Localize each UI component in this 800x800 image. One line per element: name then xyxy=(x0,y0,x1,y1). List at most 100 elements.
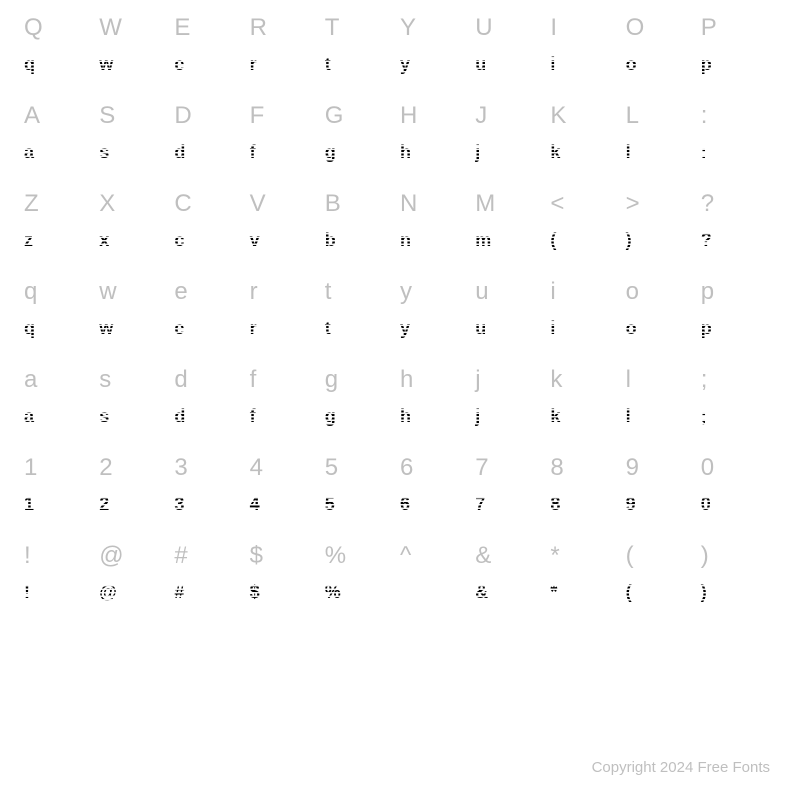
cell-glyph: 6 xyxy=(400,488,410,520)
charmap-cell: 77 xyxy=(475,448,550,536)
cell-label: M xyxy=(475,184,495,224)
glyph-character: p xyxy=(701,55,712,73)
glyph-character: # xyxy=(174,583,184,601)
cell-label: B xyxy=(325,184,341,224)
cell-glyph: u xyxy=(475,48,486,80)
charmap-cell: Qq xyxy=(24,8,99,96)
cell-glyph: q xyxy=(24,312,35,344)
charmap-cell: aa xyxy=(24,360,99,448)
cell-label: E xyxy=(174,8,190,48)
cell-glyph: a xyxy=(24,136,34,168)
glyph-character: a xyxy=(24,143,34,161)
cell-label: H xyxy=(400,96,417,136)
cell-glyph: 2 xyxy=(99,488,109,520)
cell-glyph: ? xyxy=(701,224,712,256)
cell-glyph: o xyxy=(626,312,637,344)
cell-glyph: 1 xyxy=(24,488,34,520)
charmap-cell: Oo xyxy=(626,8,701,96)
charmap-cell: !! xyxy=(24,536,99,624)
charmap-cell: qq xyxy=(24,272,99,360)
glyph-character: 0 xyxy=(701,495,711,513)
cell-glyph: b xyxy=(325,224,336,256)
glyph-character: l xyxy=(626,143,631,161)
cell-label: 2 xyxy=(99,448,112,488)
glyph-character: 5 xyxy=(325,495,335,513)
cell-label: & xyxy=(475,536,491,576)
charmap-cell: Dd xyxy=(174,96,249,184)
charmap-cell: uu xyxy=(475,272,550,360)
charmap-cell: Ll xyxy=(626,96,701,184)
cell-label: A xyxy=(24,96,40,136)
glyph-character: m xyxy=(475,231,491,249)
charmap-cell: )) xyxy=(701,536,776,624)
cell-label: L xyxy=(626,96,639,136)
cell-glyph: i xyxy=(550,48,555,80)
glyph-character: q xyxy=(24,319,35,337)
cell-glyph: ) xyxy=(626,224,632,256)
cell-label: k xyxy=(550,360,562,400)
glyph-character: w xyxy=(99,55,113,73)
charmap-cell: ss xyxy=(99,360,174,448)
charmap-cell: 66 xyxy=(400,448,475,536)
cell-label: 9 xyxy=(626,448,639,488)
cell-glyph: * xyxy=(550,576,557,608)
charmap-cell: :: xyxy=(701,96,776,184)
charmap-cell: kk xyxy=(550,360,625,448)
copyright-text: Copyright 2024 Free Fonts xyxy=(592,759,770,776)
cell-label: o xyxy=(626,272,639,312)
cell-glyph: g xyxy=(325,136,336,168)
glyph-character: f xyxy=(250,143,256,161)
cell-glyph: % xyxy=(325,576,341,608)
charmap-cell: Zz xyxy=(24,184,99,272)
charmap-cell: @@ xyxy=(99,536,174,624)
glyph-character: u xyxy=(475,55,486,73)
cell-label: q xyxy=(24,272,37,312)
glyph-character: k xyxy=(550,143,560,161)
glyph-character: ) xyxy=(701,583,707,601)
cell-glyph: l xyxy=(626,136,631,168)
cell-glyph: s xyxy=(99,400,109,432)
cell-glyph: y xyxy=(400,48,410,80)
glyph-character: i xyxy=(550,319,555,337)
cell-glyph: h xyxy=(400,136,411,168)
cell-glyph: l xyxy=(626,400,631,432)
glyph-character: j xyxy=(475,407,480,425)
charmap-cell: Nn xyxy=(400,184,475,272)
cell-glyph: g xyxy=(325,400,336,432)
cell-label: % xyxy=(325,536,346,576)
cell-label: h xyxy=(400,360,413,400)
cell-glyph: v xyxy=(250,224,260,256)
cell-glyph: e xyxy=(174,48,184,80)
glyph-character: ) xyxy=(626,231,632,249)
cell-label: : xyxy=(701,96,708,136)
cell-glyph: m xyxy=(475,224,491,256)
cell-label: R xyxy=(250,8,267,48)
charmap-cell: Pp xyxy=(701,8,776,96)
cell-glyph: 3 xyxy=(174,488,184,520)
cell-label: u xyxy=(475,272,488,312)
cell-glyph: ! xyxy=(24,576,30,608)
glyph-character: i xyxy=(550,55,555,73)
cell-label: $ xyxy=(250,536,263,576)
cell-glyph: n xyxy=(400,224,411,256)
cell-label: 4 xyxy=(250,448,263,488)
cell-glyph: 7 xyxy=(475,488,485,520)
cell-glyph: j xyxy=(475,400,480,432)
charmap-cell: ee xyxy=(174,272,249,360)
glyph-character: h xyxy=(400,407,411,425)
charmap-cell: Tt xyxy=(325,8,400,96)
glyph-character: 4 xyxy=(250,495,260,513)
glyph-character: r xyxy=(250,319,257,337)
cell-glyph: k xyxy=(550,400,560,432)
glyph-character: r xyxy=(250,55,257,73)
cell-glyph: t xyxy=(325,312,331,344)
cell-glyph: p xyxy=(701,48,712,80)
charmap-cell: 99 xyxy=(626,448,701,536)
cell-glyph: o xyxy=(626,48,637,80)
cell-label: T xyxy=(325,8,340,48)
cell-label: O xyxy=(626,8,645,48)
cell-label: e xyxy=(174,272,187,312)
cell-glyph: t xyxy=(325,48,331,80)
cell-label: l xyxy=(626,360,631,400)
cell-label: ! xyxy=(24,536,31,576)
